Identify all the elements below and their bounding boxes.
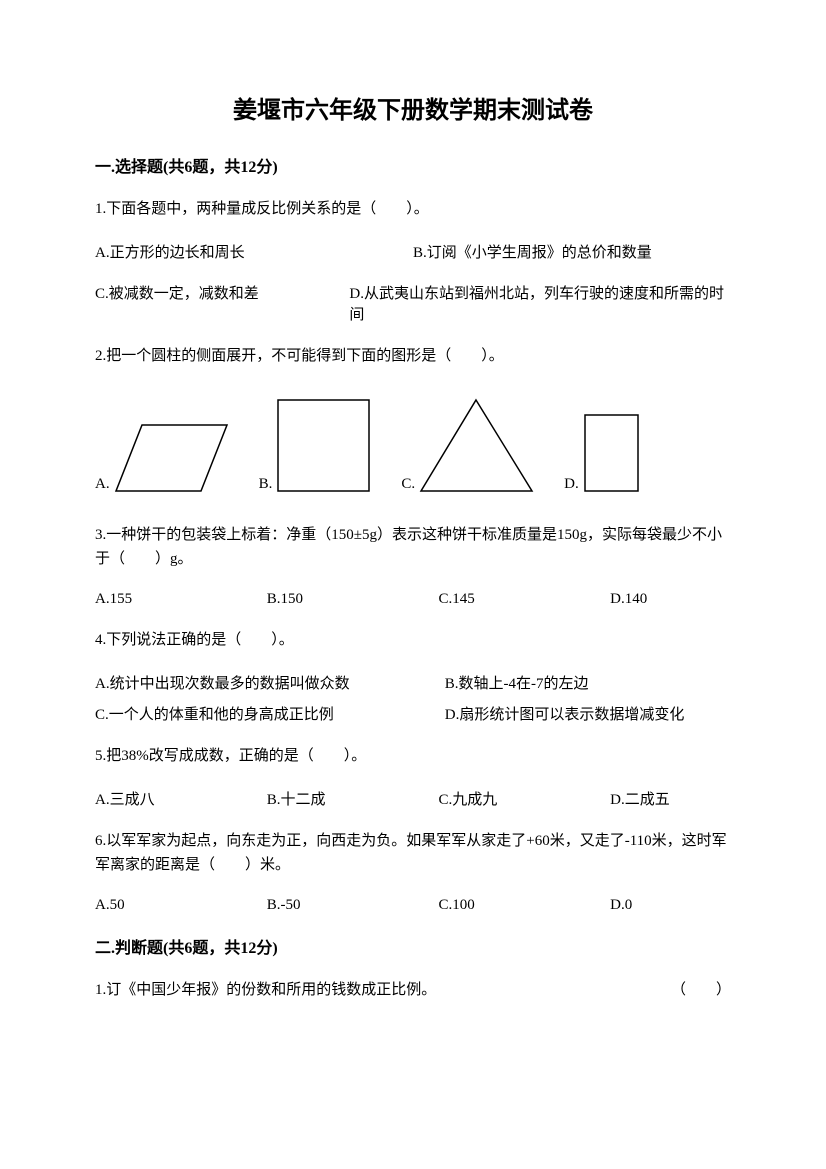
q6-text: 6.以军军家为起点，向东走为正，向西走为负。如果军军从家走了+60米，又走了-1… — [95, 829, 731, 877]
q5-optB: B.十二成 — [267, 788, 439, 809]
s2-q1-text: 1.订《中国少年报》的份数和所用的钱数成正比例。 — [95, 978, 436, 999]
q4-text: 4.下列说法正确的是（ ）。 — [95, 628, 731, 652]
q6-optB: B.-50 — [267, 897, 439, 914]
q2-shapes: A. B. C. D. — [95, 398, 731, 493]
q3-text: 3.一种饼干的包装袋上标着：净重（150±5g）表示这种饼干标准质量是150g，… — [95, 523, 731, 571]
q1-optC: C.被减数一定，减数和差 — [95, 282, 349, 324]
q6-optC: C.100 — [438, 897, 610, 914]
triangle-icon — [419, 398, 534, 493]
q6-optA: A.50 — [95, 897, 267, 914]
q4-optC: C.一个人的体重和他的身高成正比例 — [95, 703, 445, 724]
s2-q1-paren: （ ） — [671, 978, 731, 999]
q2-text: 2.把一个圆柱的侧面展开，不可能得到下面的图形是（ ）。 — [95, 344, 731, 368]
q1-optA: A.正方形的边长和周长 — [95, 241, 413, 262]
q3-optD: D.140 — [610, 591, 731, 608]
q6-optD: D.0 — [610, 897, 731, 914]
q4-optB: B.数轴上-4在-7的左边 — [445, 672, 731, 693]
q5-optC: C.九成九 — [438, 788, 610, 809]
page-title: 姜堰市六年级下册数学期末测试卷 — [95, 90, 731, 125]
q1-text: 1.下面各题中，两种量成反比例关系的是（ ）。 — [95, 197, 731, 221]
q2-optA-label: A. — [95, 476, 110, 493]
q3-optC: C.145 — [438, 591, 610, 608]
q4-optD: D.扇形统计图可以表示数据增减变化 — [445, 703, 731, 724]
q3-optB: B.150 — [267, 591, 439, 608]
q2-optC-label: C. — [401, 476, 415, 493]
section1-header: 一.选择题(共6题，共12分) — [95, 153, 731, 177]
parallelogram-icon — [114, 423, 229, 493]
q3-optA: A.155 — [95, 591, 267, 608]
q2-optD-label: D. — [564, 476, 579, 493]
q5-optD: D.二成五 — [610, 788, 731, 809]
q1-optD: D.从武夷山东站到福州北站，列车行驶的速度和所需的时间 — [349, 282, 731, 324]
q5-optA: A.三成八 — [95, 788, 267, 809]
q2-optB-label: B. — [259, 476, 273, 493]
section2-header: 二.判断题(共6题，共12分) — [95, 934, 731, 958]
q5-text: 5.把38%改写成成数，正确的是（ ）。 — [95, 744, 731, 768]
q4-optA: A.统计中出现次数最多的数据叫做众数 — [95, 672, 445, 693]
rectangle-icon — [583, 413, 640, 493]
square-icon — [276, 398, 371, 493]
q1-optB: B.订阅《小学生周报》的总价和数量 — [413, 241, 731, 262]
